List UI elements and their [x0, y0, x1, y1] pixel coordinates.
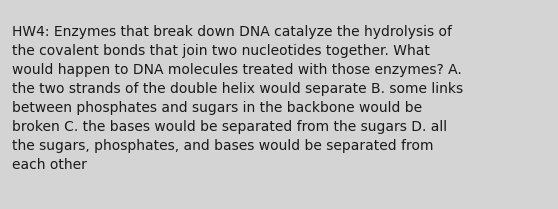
Text: HW4: Enzymes that break down DNA catalyze the hydrolysis of
the covalent bonds t: HW4: Enzymes that break down DNA catalyz… — [12, 25, 463, 172]
